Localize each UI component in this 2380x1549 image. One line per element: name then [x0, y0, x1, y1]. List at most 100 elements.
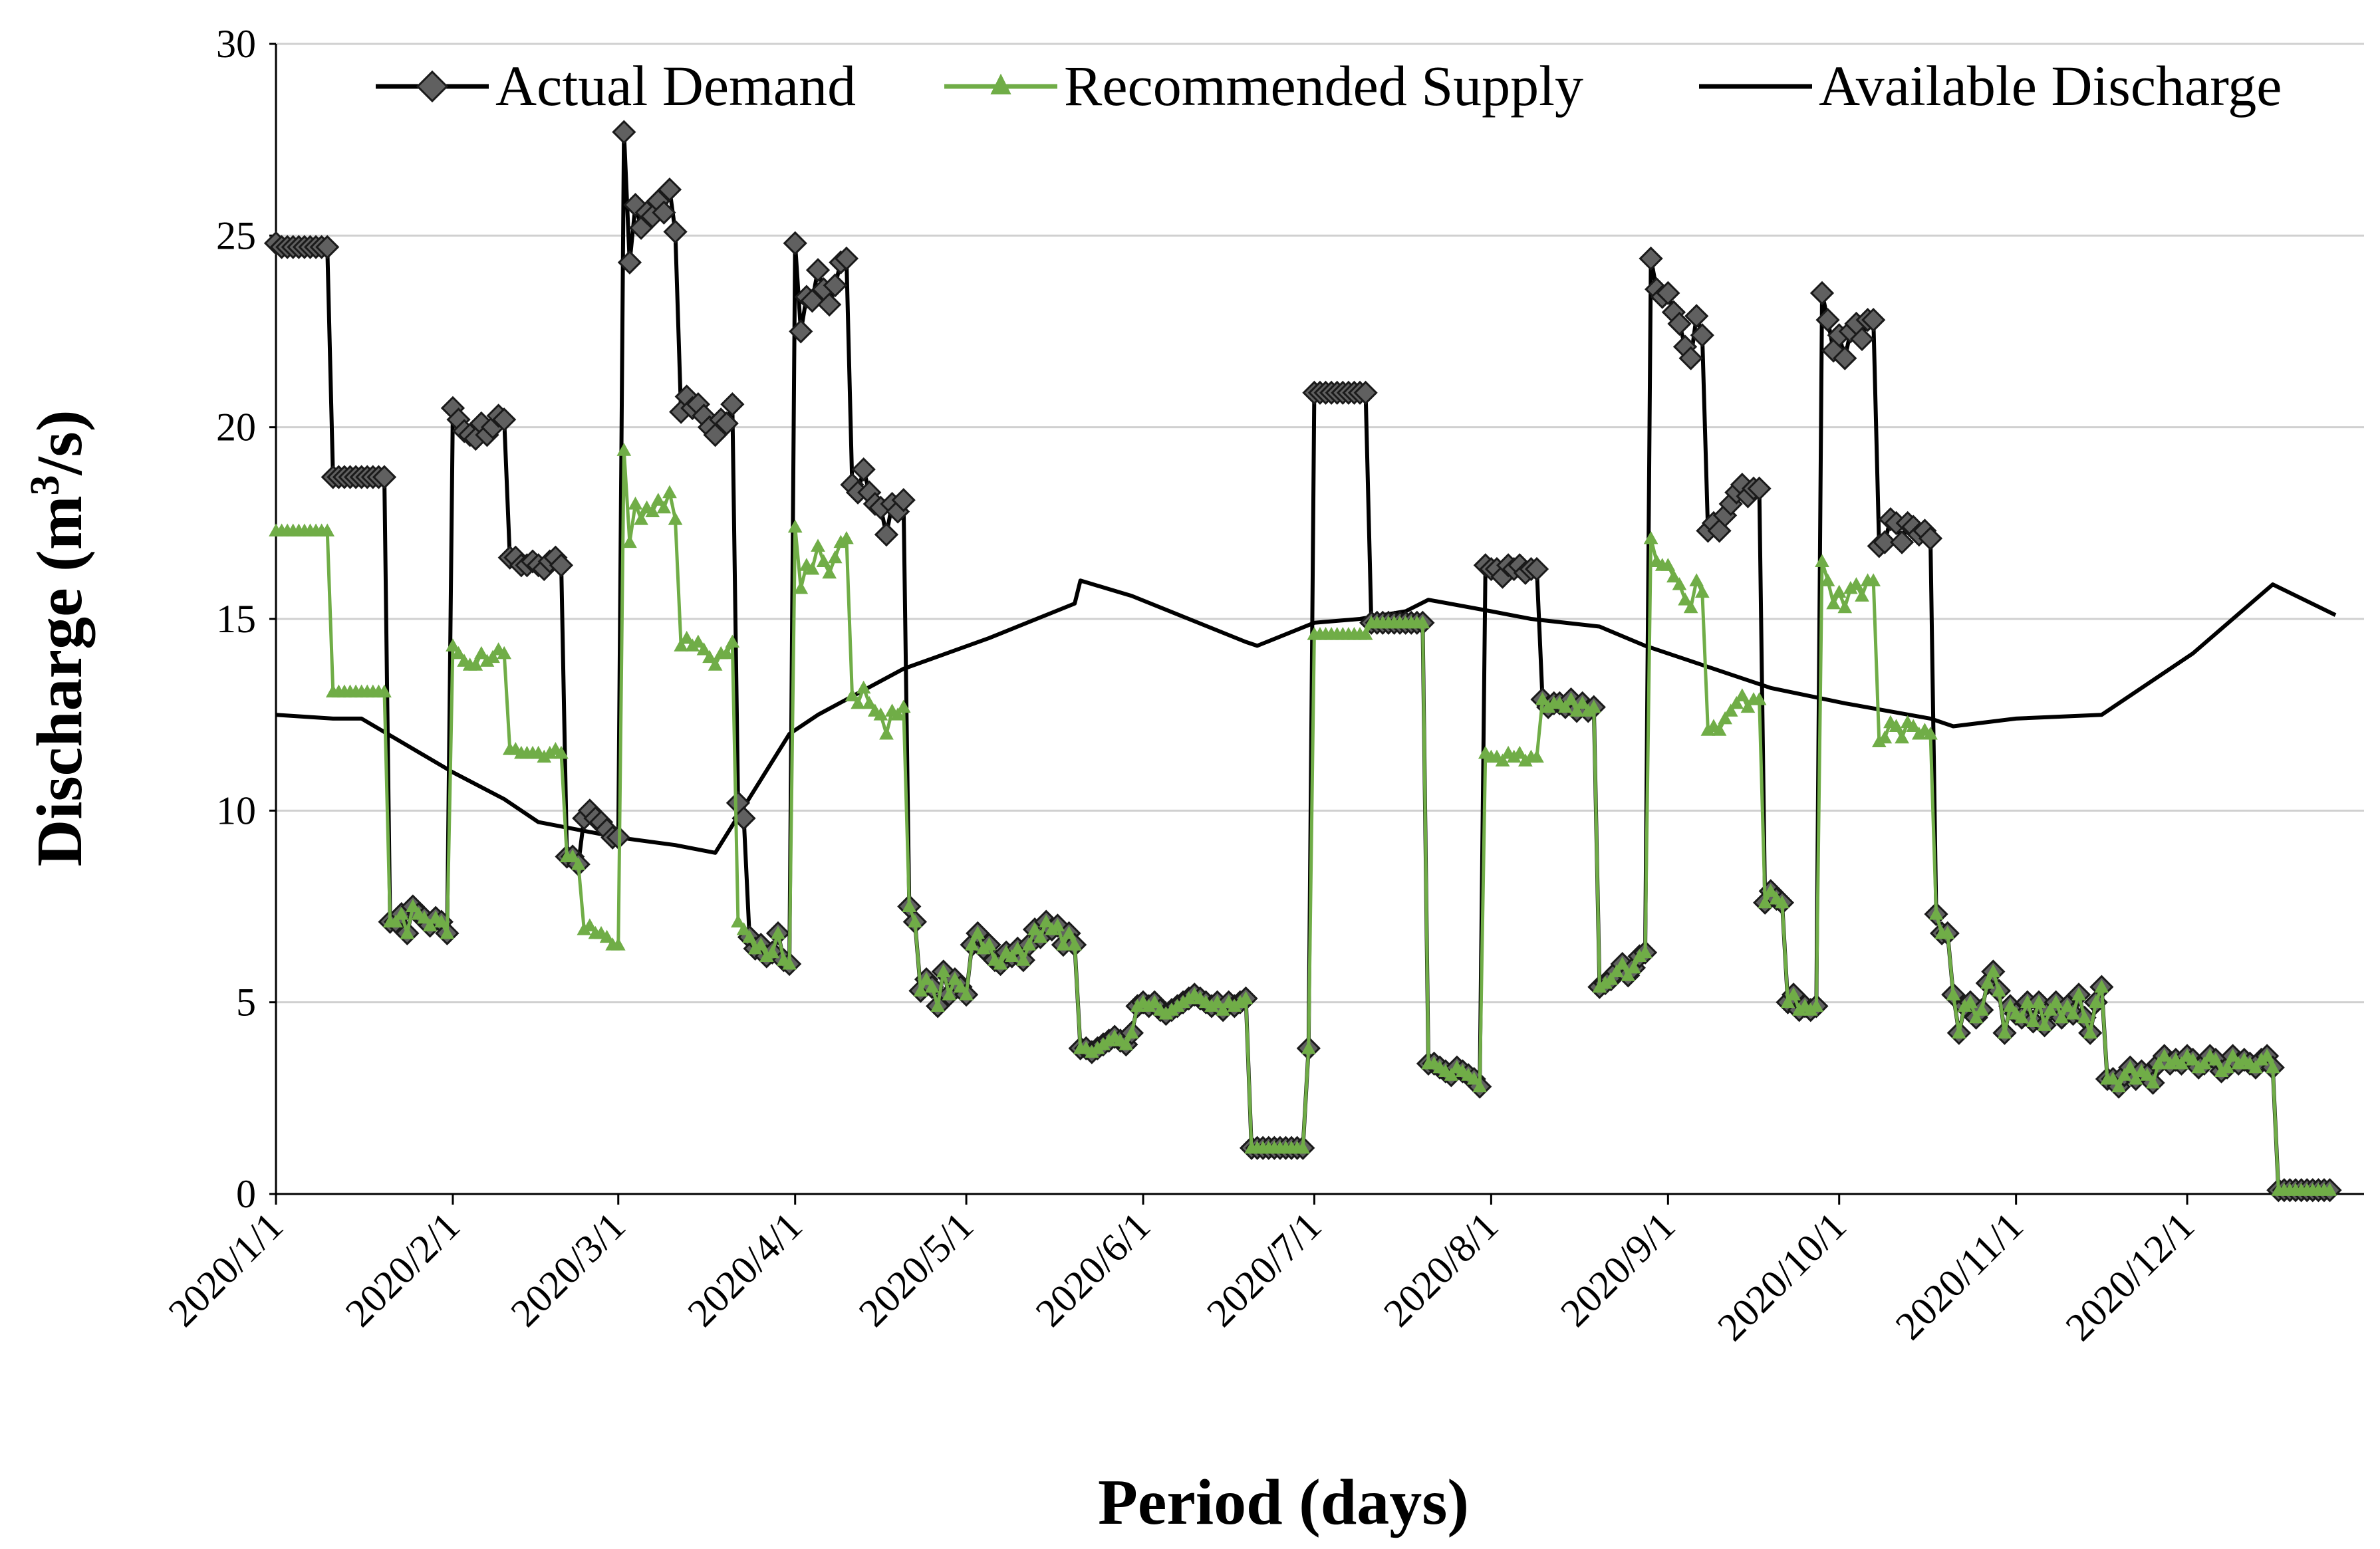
- actual-demand-point: [492, 408, 517, 432]
- actual-demand-point: [1707, 519, 1732, 543]
- recommended-supply-point: [377, 684, 392, 698]
- recommended-supply-point: [959, 987, 974, 1001]
- recommended-supply-point: [1980, 975, 1995, 989]
- actual-demand-point: [1524, 556, 1549, 582]
- recommended-supply-point: [2065, 1006, 2081, 1020]
- recommended-supply-point: [440, 925, 455, 939]
- recommended-supply-point: [1855, 588, 1869, 602]
- recommended-supply-point: [1815, 554, 1829, 567]
- recommended-supply-point: [1147, 995, 1162, 1009]
- y-axis-title: Discharge (m3/s): [23, 410, 96, 867]
- recommended-supply-point: [2265, 1060, 2280, 1074]
- recommended-supply-point: [1997, 1025, 2012, 1039]
- recommended-supply-point: [1444, 1068, 1459, 1081]
- y-tick-label: 0: [236, 1172, 256, 1216]
- legend-label-actual-demand: Actual Demand: [495, 54, 856, 118]
- recommended-supply-point: [913, 983, 928, 997]
- x-tick-label: 2020/5/1: [851, 1204, 982, 1336]
- y-tick-label: 20: [216, 406, 256, 449]
- recommended-supply-point: [662, 485, 677, 499]
- recommended-supply-point: [679, 630, 694, 644]
- x-tick-label: 2020/10/1: [1709, 1204, 1855, 1350]
- recommended-supply-point: [2196, 1056, 2212, 1070]
- recommended-supply-point: [1216, 1003, 1230, 1016]
- recommended-supply-point: [856, 680, 871, 694]
- recommended-supply-point: [873, 707, 888, 721]
- recommended-supply-point: [1638, 945, 1653, 959]
- actual-demand-point: [1833, 346, 1857, 370]
- recommended-supply-point: [1027, 922, 1042, 935]
- recommended-supply-point: [2220, 1060, 2234, 1074]
- recommended-supply-point: [1558, 699, 1573, 713]
- recommended-supply-point: [2105, 1071, 2121, 1085]
- recommended-supply-point: [388, 914, 404, 928]
- recommended-supply-point: [1586, 699, 1601, 713]
- legend-entry-available-discharge: Available Discharge: [1699, 54, 2282, 118]
- recommended-supply-point: [1775, 895, 1789, 909]
- recommended-supply-point: [554, 745, 569, 759]
- recommended-supply-point: [417, 910, 432, 924]
- recommended-supply-point: [1712, 723, 1727, 736]
- recommended-supply-point: [2128, 1071, 2143, 1085]
- series-actual-demand: [263, 120, 2342, 1203]
- recommended-supply-point: [1963, 995, 1978, 1009]
- recommended-supply-point: [1752, 692, 1767, 705]
- recommended-supply-point: [942, 987, 957, 1001]
- recommended-supply-point: [851, 695, 865, 709]
- recommended-supply-point: [1466, 1071, 1482, 1085]
- actual-demand-point: [800, 289, 825, 313]
- actual-demand-point: [714, 411, 739, 436]
- x-tick-label: 2020/12/1: [2057, 1204, 2202, 1350]
- recommended-supply-point: [645, 504, 660, 518]
- legend-label-available-discharge: Available Discharge: [1819, 54, 2282, 118]
- recommended-supply-point: [2174, 1056, 2189, 1070]
- actual-demand-point: [372, 465, 397, 489]
- x-tick-label: 2020/3/1: [502, 1204, 634, 1336]
- x-tick-label: 2020/9/1: [1552, 1204, 1684, 1336]
- legend-marker-recommended-supply: [990, 73, 1011, 94]
- legend-entry-actual-demand: Actual Demand: [376, 54, 856, 118]
- recommended-supply-point: [2060, 999, 2075, 1012]
- recommended-supply-point: [702, 650, 717, 663]
- recommended-supply-point: [753, 937, 769, 951]
- recommended-supply-point: [908, 914, 922, 928]
- legend-marker-actual-demand: [416, 70, 449, 103]
- recommended-supply-point: [1210, 995, 1225, 1009]
- recommended-supply-point: [1569, 703, 1584, 717]
- recommended-supply-point: [1837, 600, 1853, 614]
- recommended-supply-point: [811, 538, 825, 552]
- recommended-supply-point: [982, 937, 997, 951]
- recommended-supply-point: [1621, 968, 1636, 981]
- x-tick-label: 2020/7/1: [1198, 1204, 1330, 1336]
- recommended-supply-point: [696, 642, 712, 655]
- series-recommended-supply: [269, 443, 2337, 1196]
- recommended-supply-point: [793, 580, 809, 594]
- legend-entry-recommended-supply: Recommended Supply: [944, 54, 1583, 118]
- recommended-supply-point: [1529, 749, 1544, 763]
- actual-demand-point: [315, 235, 340, 259]
- recommended-supply-point: [845, 688, 860, 701]
- actual-demand-point: [1849, 326, 1875, 352]
- y-tick-labels: 0 5 10 15 20 25 30: [216, 22, 276, 1216]
- recommended-supply-point: [2014, 1010, 2030, 1024]
- y-axis-title-tail: /s): [24, 410, 96, 476]
- actual-demand-point: [657, 178, 682, 202]
- recommended-supply-point: [1831, 584, 1847, 598]
- actual-demand-point: [623, 193, 648, 217]
- actual-demand-point: [720, 392, 745, 417]
- recommended-supply-point: [948, 972, 962, 985]
- recommended-supply-point: [708, 657, 723, 671]
- recommended-supply-point: [1643, 531, 1658, 544]
- recommended-supply-point: [1033, 929, 1048, 943]
- recommended-supply-point: [1735, 688, 1750, 701]
- recommended-supply-point: [1016, 953, 1031, 966]
- actual-demand-point: [874, 523, 899, 547]
- recommended-supply-point: [1050, 918, 1065, 931]
- recommended-supply-point: [919, 972, 934, 985]
- recommended-supply-point: [1723, 703, 1738, 717]
- recommended-supply-point: [1495, 753, 1510, 767]
- x-tick-label: 2020/11/1: [1887, 1204, 2032, 1348]
- recommended-supply-point: [782, 956, 797, 970]
- recommended-supply-point: [1609, 964, 1624, 978]
